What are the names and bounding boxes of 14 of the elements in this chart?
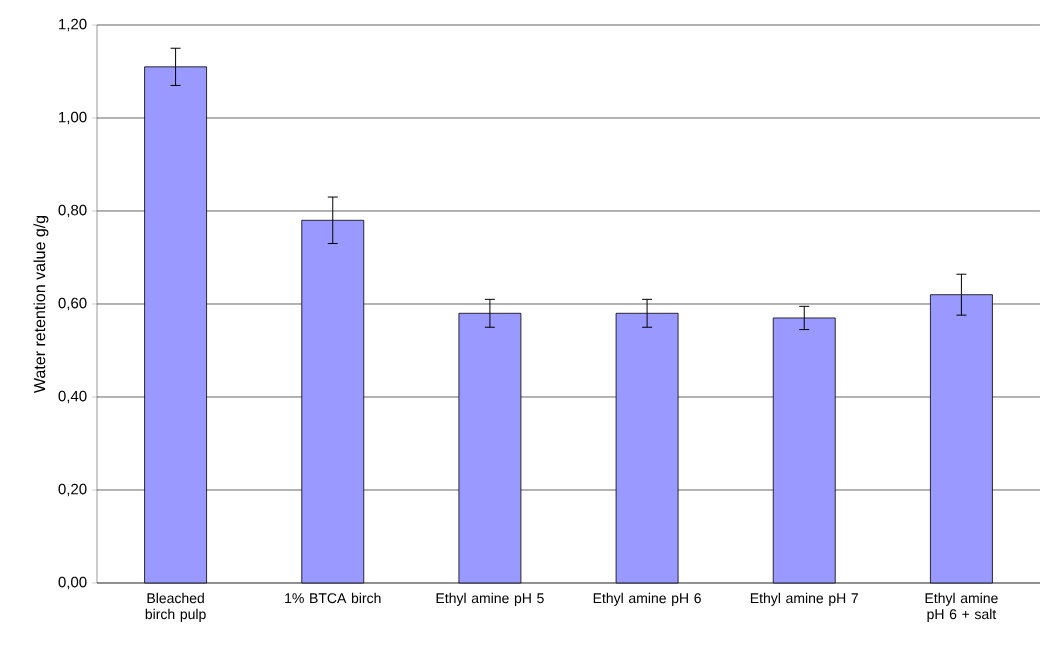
x-tick-label: Ethyl amine pH 5 (436, 592, 544, 606)
y-tick-label: 0,00 (58, 576, 87, 590)
y-axis-title: Water retention value g/g (33, 215, 49, 394)
y-tick-label: 0,80 (58, 204, 87, 218)
y-tick-label: 1,00 (59, 111, 87, 125)
x-tick-label: Ethyl amine pH 6 + salt (925, 592, 998, 622)
y-tick-label: 1,20 (59, 18, 87, 32)
x-tick-label: Ethyl amine pH 7 (750, 592, 858, 606)
x-tick-label: 1% BTCA birch (285, 592, 381, 604)
y-tick-label: 0,60 (58, 297, 87, 311)
y-tick-label: 0,20 (58, 483, 87, 497)
x-tick-label: Ethyl amine pH 6 (593, 592, 701, 606)
y-tick-label: 0,40 (58, 390, 87, 404)
x-tick-label: Bleached birch pulp (145, 592, 206, 622)
